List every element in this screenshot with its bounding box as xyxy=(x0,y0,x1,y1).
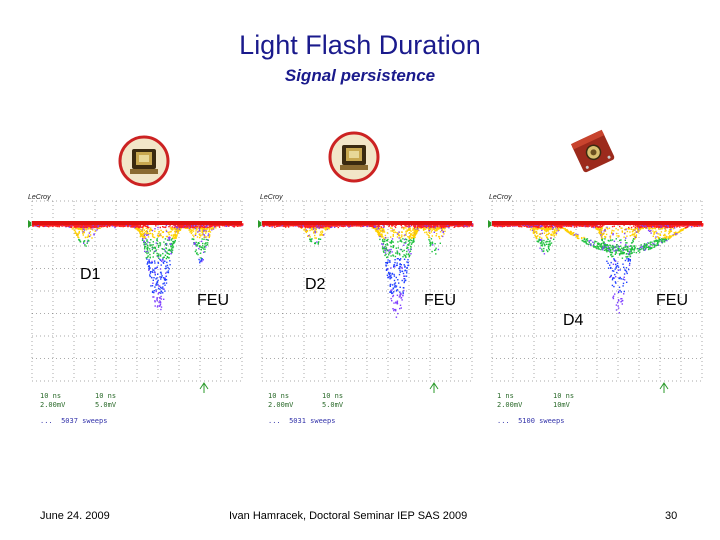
pmt-photo-icon xyxy=(118,135,170,192)
slide-subtitle: Signal persistence xyxy=(284,66,436,85)
oscilloscope-screen-d1 xyxy=(28,193,246,426)
readout-bottom: ... 5100 sweeps xyxy=(497,417,565,425)
readout-left: 10 ns 2.00mV xyxy=(268,392,294,409)
readout-right: 10 ns 5.0mV xyxy=(322,392,344,409)
scope-brand: LeCroy xyxy=(28,194,51,201)
readout-left: 10 ns 2.00mV xyxy=(40,392,66,409)
feu-label-2: FEU xyxy=(424,292,456,309)
footer-author: Ivan Hamracek, Doctoral Seminar IEP SAS … xyxy=(229,510,468,522)
footer-date: June 24. 2009 xyxy=(40,510,110,522)
signal-label-d4: D4 xyxy=(563,312,584,329)
readout-right: 10 ns 10mV xyxy=(553,392,575,409)
signal-label-d1: D1 xyxy=(80,266,101,283)
readout-right: 10 ns 5.0mV xyxy=(95,392,117,409)
detector-photo-icon xyxy=(566,123,622,184)
oscilloscope-screen-d2 xyxy=(258,193,476,426)
readout-bottom: ... 5037 sweeps xyxy=(40,417,108,425)
feu-label-1: FEU xyxy=(197,292,229,309)
readout-left: 1 ns 2.00mV xyxy=(497,392,523,409)
scope-brand: LeCroy xyxy=(260,194,283,201)
oscilloscope-screen-d4 xyxy=(488,193,706,426)
pmt-photo-icon xyxy=(328,131,380,188)
feu-label-3: FEU xyxy=(656,292,688,309)
signal-label-d2: D2 xyxy=(305,276,326,293)
slide-title: Light Flash Duration xyxy=(239,30,481,60)
page-number: 30 xyxy=(665,510,678,522)
readout-bottom: ... 5031 sweeps xyxy=(268,417,336,425)
scope-brand: LeCroy xyxy=(489,194,512,201)
